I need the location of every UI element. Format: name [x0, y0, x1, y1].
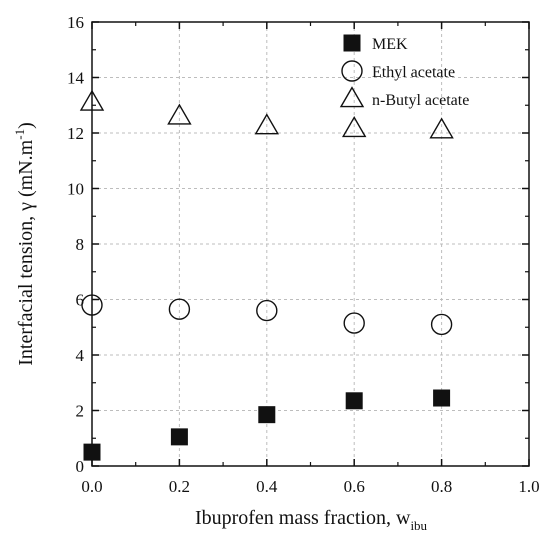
tick-labels: 0.0 0.2 0.4 0.6 0.8 1.0 0 2 4 6 8 10 12 14 16 — [67, 13, 540, 496]
legend-label-mek: MEK — [372, 36, 408, 53]
y-axis-title-end: ) — [15, 122, 37, 129]
data-point-series-1 — [256, 299, 278, 322]
data-point-series-2 — [167, 103, 192, 125]
x-tick-label: 0.4 — [256, 477, 278, 496]
y-tick-label: 2 — [76, 402, 85, 421]
legend-label-ethyl-acetate: Ethyl acetate — [372, 64, 455, 81]
x-axis-title-subscript: ibu — [410, 518, 427, 533]
x-tick-label: 0.0 — [81, 477, 102, 496]
y-axis-title-superscript: -1 — [12, 129, 27, 140]
axis-ticks — [91, 21, 530, 467]
y-axis-title-main: Interfacial tension, γ (mN.m — [15, 139, 37, 365]
data-point-series-2 — [254, 113, 280, 135]
y-tick-label: 8 — [76, 235, 85, 254]
y-tick-label: 14 — [67, 69, 85, 88]
data-point-series-0 — [345, 392, 363, 410]
data-point-series-0 — [170, 428, 188, 446]
x-axis-title-main: Ibuprofen mass fraction, w — [195, 507, 411, 529]
x-tick-label: 0.8 — [431, 477, 452, 496]
data-point-series-0 — [258, 406, 276, 424]
data-point-series-2 — [429, 117, 454, 139]
legend-label-n-butyl-acetate: n-Butyl acetate — [372, 92, 469, 109]
y-tick-label: 16 — [67, 13, 84, 32]
y-tick-label: 0 — [76, 457, 85, 476]
data-point-series-0 — [433, 389, 451, 407]
legend-marker-series-2 — [339, 86, 365, 108]
y-tick-label: 4 — [76, 346, 85, 365]
legend-markers — [339, 34, 365, 108]
legend-marker-series-1 — [341, 60, 363, 82]
y-tick-label: 12 — [67, 124, 84, 143]
data-point-series-1 — [343, 312, 365, 334]
data-point-series-0 — [83, 443, 101, 461]
x-axis-title: Ibuprofen mass fraction, wibu — [195, 507, 428, 533]
grid-lines — [92, 22, 529, 466]
y-tick-label: 10 — [67, 180, 84, 199]
data-point-series-1 — [81, 294, 103, 316]
y-tick-label: 6 — [76, 291, 85, 310]
x-tick-label: 0.6 — [344, 477, 365, 496]
data-points — [79, 89, 454, 461]
x-tick-label: 1.0 — [518, 477, 539, 496]
data-point-series-2 — [341, 116, 367, 138]
y-axis-title: Interfacial tension, γ (mN.m-1) — [12, 122, 37, 366]
legend-marker-series-0 — [343, 34, 361, 52]
data-point-series-1 — [430, 313, 453, 336]
x-tick-label: 0.2 — [169, 477, 190, 496]
legend: MEK Ethyl acetate n-Butyl acetate — [339, 34, 469, 109]
data-point-series-1 — [168, 298, 191, 320]
data-point-series-2 — [79, 89, 105, 111]
